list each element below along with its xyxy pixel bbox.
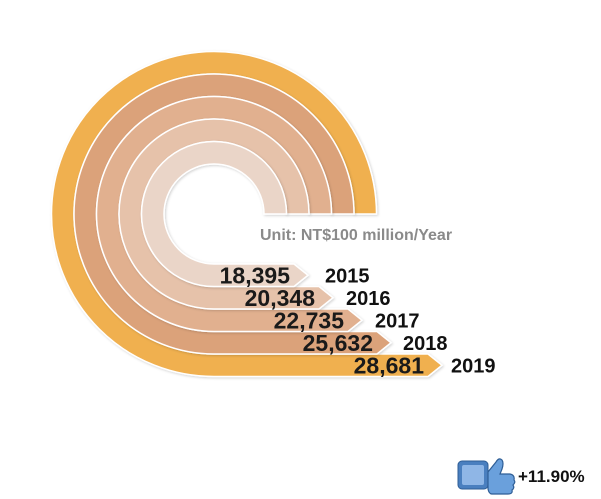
growth-label: +11.90% bbox=[518, 467, 585, 486]
value-label-2015: 18,395 bbox=[220, 262, 291, 288]
year-label-2015: 2015 bbox=[325, 265, 370, 287]
value-label-2017: 22,735 bbox=[274, 307, 345, 333]
year-label-2016: 2016 bbox=[346, 288, 391, 310]
thumbs-up-icon bbox=[457, 458, 516, 495]
year-label-2017: 2017 bbox=[375, 310, 420, 332]
unit-label: Unit: NT$100 million/Year bbox=[260, 227, 452, 244]
year-label-2018: 2018 bbox=[403, 333, 448, 355]
value-label-2018: 25,632 bbox=[303, 330, 373, 356]
ring-bars bbox=[50, 50, 444, 378]
year-label-2019: 2019 bbox=[451, 355, 496, 377]
ring-bar-2015 bbox=[140, 140, 310, 288]
value-label-2016: 20,348 bbox=[245, 285, 316, 311]
value-label-2019: 28,681 bbox=[354, 352, 425, 378]
